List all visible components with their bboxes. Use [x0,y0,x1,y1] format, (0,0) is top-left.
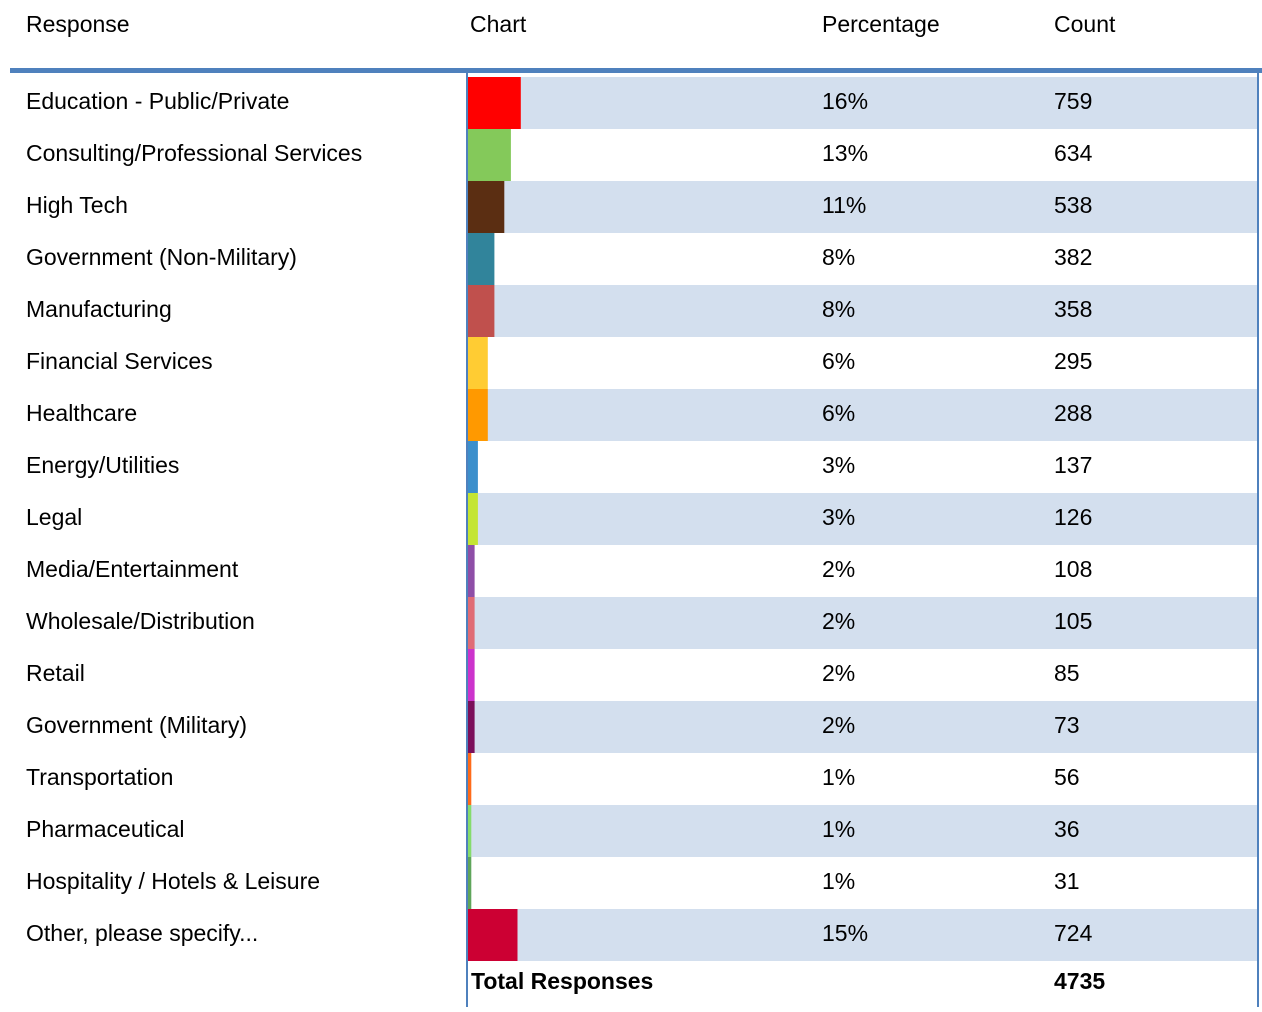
row-shade [468,285,1257,337]
column-header: Chart [470,11,527,37]
bar [468,389,488,441]
percentage-label: 1% [822,868,855,894]
percentage-label: 15% [822,920,868,946]
response-label: Transportation [26,764,173,790]
response-label: Healthcare [26,400,137,426]
row-shade [468,701,1257,753]
header-rule [10,68,1262,73]
bar [468,909,518,961]
count-label: 358 [1054,296,1092,322]
left-border [466,72,468,1007]
row-shade [468,493,1257,545]
bar [468,597,475,649]
right-border [1257,72,1259,1007]
bar [468,441,478,493]
bar [468,337,488,389]
response-label: Pharmaceutical [26,816,185,842]
bar [468,857,472,909]
bar [468,493,478,545]
count-label: 634 [1054,140,1093,166]
percentage-label: 8% [822,244,855,270]
row-shade [468,805,1257,857]
percentage-label: 3% [822,504,855,530]
response-label: High Tech [26,192,128,218]
column-header: Percentage [822,11,940,37]
row-shade [468,77,1257,129]
response-label: Legal [26,504,82,530]
column-header: Count [1054,11,1116,37]
response-label: Other, please specify... [26,920,258,946]
percentage-label: 2% [822,660,855,686]
count-label: 56 [1054,764,1080,790]
row-shade [468,597,1257,649]
response-label: Hospitality / Hotels & Leisure [26,868,320,894]
response-label: Government (Non-Military) [26,244,297,270]
count-label: 759 [1054,88,1092,114]
bar [468,233,495,285]
count-label: 85 [1054,660,1080,686]
row-shade [468,909,1257,961]
row-shade [468,389,1257,441]
response-label: Education - Public/Private [26,88,289,114]
count-label: 288 [1054,400,1092,426]
percentage-label: 2% [822,556,855,582]
response-label: Consulting/Professional Services [26,140,362,166]
count-label: 73 [1054,712,1080,738]
bar [468,285,495,337]
response-label: Government (Military) [26,712,247,738]
bar [468,181,505,233]
percentage-label: 6% [822,400,855,426]
percentage-label: 1% [822,816,855,842]
total-label: Total Responses [471,968,653,994]
response-label: Wholesale/Distribution [26,608,255,634]
count-label: 108 [1054,556,1092,582]
percentage-label: 2% [822,712,855,738]
bar [468,753,472,805]
bar [468,805,472,857]
response-label: Energy/Utilities [26,452,179,478]
bar [468,649,475,701]
percentage-label: 16% [822,88,868,114]
count-label: 105 [1054,608,1092,634]
count-label: 137 [1054,452,1092,478]
count-label: 382 [1054,244,1092,270]
response-label: Manufacturing [26,296,172,322]
bar [468,77,521,129]
count-label: 295 [1054,348,1092,374]
percentage-label: 13% [822,140,868,166]
bar [468,701,475,753]
percentage-label: 3% [822,452,855,478]
response-label: Retail [26,660,85,686]
count-label: 724 [1054,920,1093,946]
percentage-label: 2% [822,608,855,634]
count-label: 126 [1054,504,1092,530]
row-shade [468,181,1257,233]
count-label: 538 [1054,192,1092,218]
percentage-label: 1% [822,764,855,790]
count-label: 36 [1054,816,1080,842]
bar [468,129,511,181]
response-label: Media/Entertainment [26,556,239,582]
column-header: Response [26,11,130,37]
percentage-label: 8% [822,296,855,322]
bar [468,545,475,597]
total-value: 4735 [1054,968,1105,994]
percentage-label: 11% [822,192,866,218]
percentage-label: 6% [822,348,855,374]
count-label: 31 [1054,868,1080,894]
response-label: Financial Services [26,348,213,374]
